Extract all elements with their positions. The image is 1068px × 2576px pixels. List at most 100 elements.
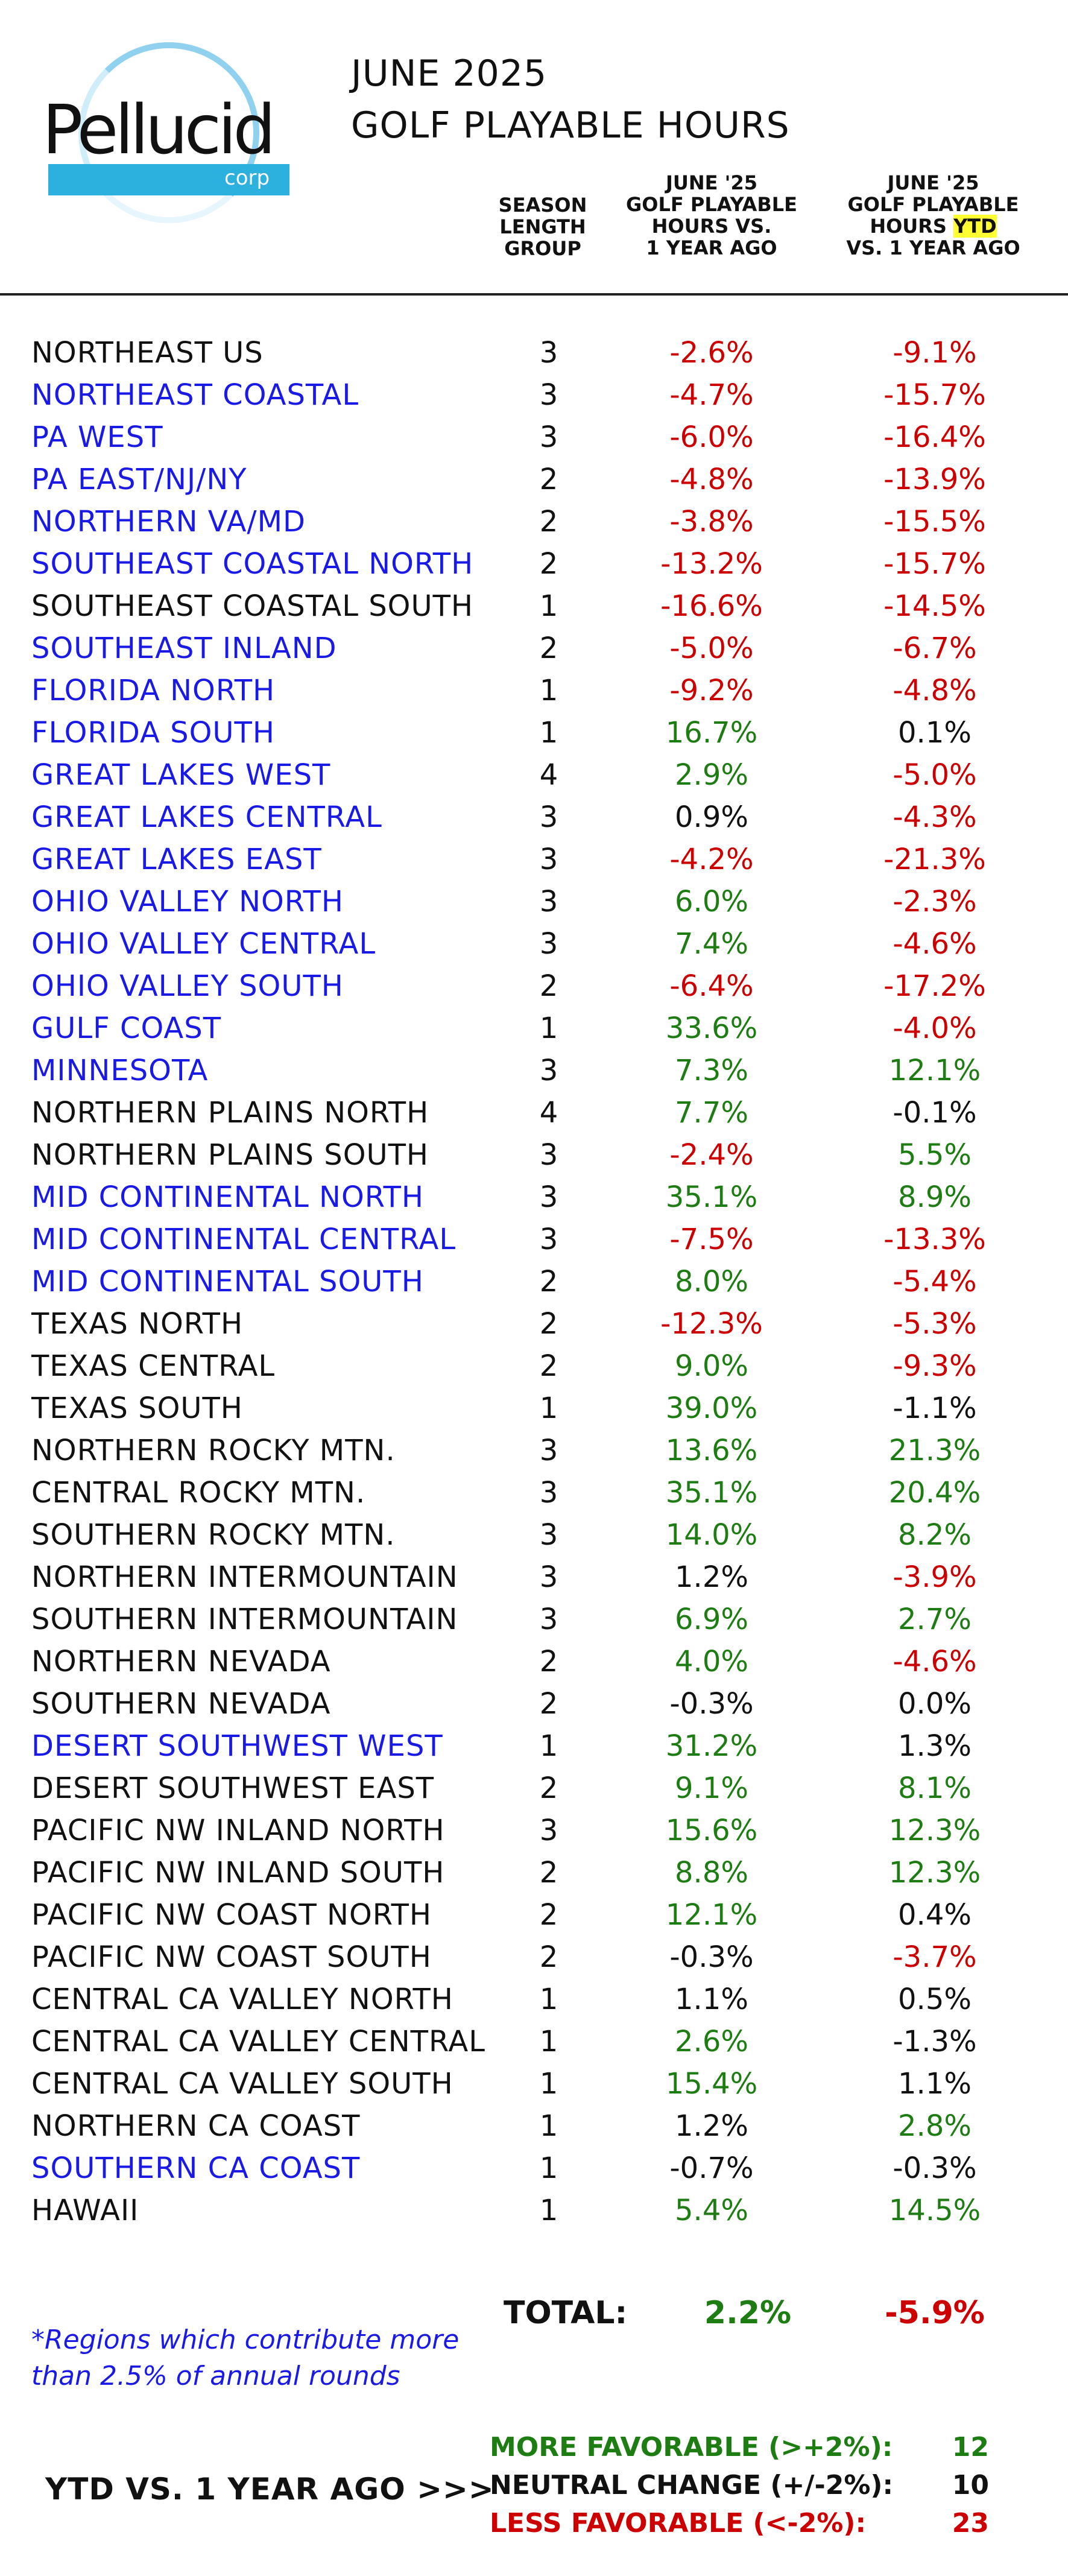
table-row: CENTRAL CA VALLEY SOUTH 1 15.4% 1.1% [0,2063,1068,2105]
season-group: 1 [539,2109,558,2143]
ytd-change: 2.7% [898,1603,972,1636]
june-change: 0.9% [675,800,748,834]
logo-subtext: corp [224,166,270,190]
region-name: CENTRAL CA VALLEY NORTH [31,1983,453,2016]
total-label: TOTAL: [504,2295,628,2331]
logo-ring [78,42,259,223]
ytd-change: 14.5% [888,2194,981,2227]
ytd-change: -2.3% [893,885,977,919]
june-change: 7.4% [675,927,748,961]
season-group: 1 [539,589,558,623]
ytd-change: -16.4% [883,420,986,454]
ytd-change: -15.7% [883,547,986,581]
ytd-change: -4.0% [893,1011,977,1045]
table-row: NORTHERN CA COAST 1 1.2% 2.8% [0,2105,1068,2147]
ytd-change: -15.7% [883,378,986,412]
june-change: 39.0% [665,1391,758,1425]
table-row: SOUTHEAST COASTAL SOUTH 1 -16.6% -14.5% [0,585,1068,627]
june-change: -3.8% [669,505,754,539]
season-group: 3 [539,1518,558,1552]
table-row: DESERT SOUTHWEST WEST 1 31.2% 1.3% [0,1725,1068,1767]
region-name: PA WEST [31,420,163,454]
ytd-change: -6.7% [893,631,977,665]
region-name: GREAT LAKES CENTRAL [31,800,382,834]
header-line: GOLF PLAYABLE [847,193,1019,216]
table-row: NORTHERN NEVADA 2 4.0% -4.6% [0,1641,1068,1683]
ytd-change: -4.6% [893,1645,977,1679]
region-name: OHIO VALLEY NORTH [31,885,344,919]
season-group: 3 [539,1434,558,1467]
region-name: SOUTHERN NEVADA [31,1687,331,1721]
table-row: FLORIDA NORTH 1 -9.2% -4.8% [0,669,1068,712]
table-row: NORTHERN ROCKY MTN. 3 13.6% 21.3% [0,1429,1068,1472]
header-line: VS. 1 YEAR AGO [846,236,1020,259]
region-name: PACIFIC NW INLAND NORTH [31,1814,445,1847]
table-row: NORTHERN PLAINS SOUTH 3 -2.4% 5.5% [0,1134,1068,1176]
region-name: NORTHERN CA COAST [31,2109,361,2143]
region-name: NORTHERN NEVADA [31,1645,331,1679]
june-change: -4.8% [669,463,754,496]
season-group: 1 [539,1011,558,1045]
june-change: -16.6% [660,589,763,623]
season-group: 3 [539,927,558,961]
region-name: FLORIDA NORTH [31,674,276,707]
table-row: SOUTHERN INTERMOUNTAIN 3 6.9% 2.7% [0,1598,1068,1641]
june-change: -0.3% [669,1687,754,1721]
table-row: NORTHEAST US 3 -2.6% -9.1% [0,332,1068,374]
table-row: NORTHEAST COASTAL 3 -4.7% -15.7% [0,374,1068,416]
table-row: SOUTHEAST INLAND 2 -5.0% -6.7% [0,627,1068,669]
season-group: 2 [539,1307,558,1341]
ytd-change: 0.1% [898,716,972,750]
june-change: 7.3% [675,1054,748,1087]
season-group: 3 [539,800,558,834]
header-line: HOURS YTD [829,215,1037,238]
header-line: JUNE '25 [887,171,979,194]
summary-neutral-count: 10 [952,2470,989,2501]
season-group: 2 [539,969,558,1003]
table-row: SOUTHEAST COASTAL NORTH 2 -13.2% -15.7% [0,543,1068,585]
season-group: 1 [539,2025,558,2059]
table-row: GULF COAST 1 33.6% -4.0% [0,1007,1068,1049]
report-month-title: JUNE 2025 [351,52,548,95]
table-row: PA EAST/NJ/NY 2 -4.8% -13.9% [0,458,1068,501]
table-row: MID CONTINENTAL SOUTH 2 8.0% -5.4% [0,1261,1068,1303]
season-group: 1 [539,2067,558,2101]
region-name: NORTHERN PLAINS NORTH [31,1096,429,1130]
ytd-change: 8.1% [898,1771,972,1805]
footnote: *Regions which contribute more than 2.5%… [31,2324,460,2391]
season-group: 2 [539,463,558,496]
june-change: 6.0% [675,885,748,919]
season-group: 2 [539,547,558,581]
june-change: 6.9% [675,1603,748,1636]
ytd-change: 21.3% [888,1434,981,1467]
table-row: CENTRAL CA VALLEY NORTH 1 1.1% 0.5% [0,1978,1068,2021]
season-group: 3 [539,1560,558,1594]
table-row: HAWAII 1 5.4% 14.5% [0,2189,1068,2232]
season-group: 4 [539,758,558,792]
table-row: PA WEST 3 -6.0% -16.4% [0,416,1068,458]
june-change: -0.3% [669,1940,754,1974]
column-header-ytd-vs-year-ago: JUNE '25 GOLF PLAYABLE HOURS YTD VS. 1 Y… [829,172,1037,259]
ytd-change: -13.9% [883,463,986,496]
region-name: MID CONTINENTAL CENTRAL [31,1223,457,1256]
table-row: NORTHERN VA/MD 2 -3.8% -15.5% [0,501,1068,543]
logo-wordmark: Pellucid [42,91,276,169]
table-row: SOUTHERN CA COAST 1 -0.7% -0.3% [0,2147,1068,2189]
header-divider [0,293,1068,296]
season-group: 3 [539,1603,558,1636]
regions-table: NORTHEAST US 3 -2.6% -9.1% NORTHEAST COASTAL… [0,332,1068,2232]
table-row: FLORIDA SOUTH 1 16.7% 0.1% [0,712,1068,754]
ytd-change: -4.8% [893,674,977,707]
ytd-change: -9.1% [893,336,977,370]
june-change: 9.1% [675,1771,748,1805]
table-row: SOUTHERN ROCKY MTN. 3 14.0% 8.2% [0,1514,1068,1556]
region-name: SOUTHEAST COASTAL NORTH [31,547,474,581]
table-row: PACIFIC NW COAST SOUTH 2 -0.3% -3.7% [0,1936,1068,1978]
table-row: DESERT SOUTHWEST EAST 2 9.1% 8.1% [0,1767,1068,1809]
ytd-change: -21.3% [883,843,986,876]
season-group: 1 [539,716,558,750]
ytd-change: -5.4% [893,1265,977,1299]
ytd-change: 2.8% [898,2109,972,2143]
region-name: MID CONTINENTAL NORTH [31,1180,424,1214]
june-change: 15.6% [665,1814,758,1847]
